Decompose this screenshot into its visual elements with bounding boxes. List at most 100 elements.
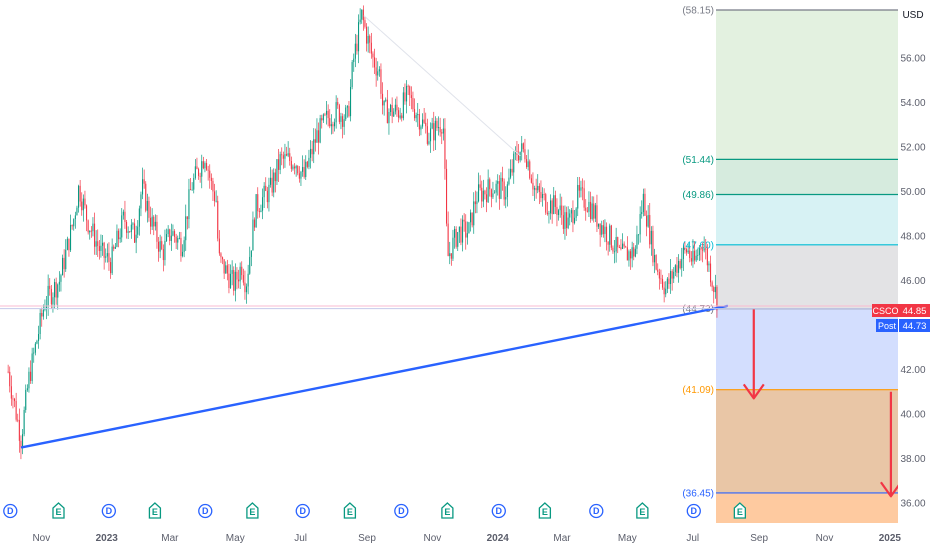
dividend-marker[interactable] bbox=[3, 503, 18, 519]
candle-body bbox=[546, 212, 548, 215]
candle-body bbox=[461, 219, 464, 243]
price-axis: 56.0054.0052.0050.0048.0046.0044.0042.00… bbox=[898, 0, 932, 550]
candle-body bbox=[577, 184, 579, 209]
candle-body bbox=[441, 132, 443, 134]
candle-body bbox=[196, 166, 198, 170]
price-tick-label: 38.00 bbox=[900, 454, 925, 465]
earnings-marker[interactable] bbox=[636, 502, 649, 519]
time-tick-label: Jul bbox=[294, 533, 307, 544]
candle-body bbox=[529, 161, 531, 179]
candle-body bbox=[100, 245, 102, 251]
trendline[interactable] bbox=[20, 304, 729, 449]
candle-body bbox=[9, 371, 11, 387]
candle-body bbox=[604, 226, 606, 235]
candle-body bbox=[458, 226, 460, 233]
candle-body bbox=[257, 194, 259, 212]
candle-body bbox=[149, 217, 152, 227]
dividend-letter: D bbox=[202, 506, 209, 516]
candle-body bbox=[660, 278, 662, 280]
candle-body bbox=[130, 224, 132, 233]
candle-body bbox=[159, 241, 161, 252]
candle-body bbox=[401, 115, 403, 119]
candle-body bbox=[548, 213, 550, 215]
candle-body bbox=[21, 434, 24, 448]
candle-body bbox=[617, 237, 619, 248]
earnings-letter: E bbox=[152, 507, 158, 517]
candle-body bbox=[52, 297, 54, 305]
earnings-marker[interactable] bbox=[52, 502, 65, 519]
candle-body bbox=[287, 153, 289, 156]
earnings-marker[interactable] bbox=[538, 502, 552, 519]
candle-body bbox=[148, 200, 150, 218]
candle-body bbox=[101, 242, 104, 246]
candle-body bbox=[268, 184, 270, 203]
earnings-letter: E bbox=[444, 507, 450, 517]
candle-body bbox=[125, 221, 128, 233]
candle-body bbox=[503, 181, 505, 200]
candle-body bbox=[633, 247, 635, 257]
candle-body bbox=[505, 197, 507, 200]
candle-body bbox=[290, 160, 292, 169]
dividend-marker[interactable] bbox=[491, 503, 506, 519]
candle-body bbox=[193, 177, 195, 190]
candle-body bbox=[457, 232, 459, 247]
candle-body bbox=[388, 112, 390, 124]
candle-body bbox=[209, 170, 211, 178]
earnings-marker[interactable] bbox=[733, 502, 747, 519]
candle-body bbox=[98, 246, 100, 251]
candle-body bbox=[636, 234, 638, 249]
candle-body bbox=[213, 191, 216, 202]
candle-body bbox=[567, 217, 569, 229]
candle-body bbox=[93, 223, 96, 247]
candle-body bbox=[92, 223, 94, 232]
candle-body bbox=[351, 62, 353, 88]
candle-body bbox=[609, 225, 611, 245]
candle-body bbox=[554, 195, 556, 207]
dividend-marker[interactable] bbox=[101, 503, 116, 519]
candle-body bbox=[506, 184, 508, 198]
candle-body bbox=[647, 215, 649, 227]
candle-body bbox=[685, 249, 688, 253]
candle-body bbox=[42, 309, 44, 317]
candle-body bbox=[65, 249, 67, 270]
dividend-marker[interactable] bbox=[198, 503, 213, 519]
candle-body bbox=[703, 248, 705, 251]
candle-body bbox=[693, 250, 696, 261]
candle-body bbox=[31, 353, 33, 381]
candle-body bbox=[521, 143, 523, 152]
candle-body bbox=[476, 201, 478, 205]
candle-body bbox=[141, 179, 144, 195]
candle-body bbox=[596, 205, 598, 227]
candle-body bbox=[66, 238, 68, 250]
candle-body bbox=[671, 271, 673, 279]
candle-body bbox=[305, 161, 307, 177]
earnings-marker[interactable] bbox=[148, 502, 162, 519]
dividend-marker[interactable] bbox=[295, 503, 310, 519]
dividend-marker[interactable] bbox=[686, 503, 701, 519]
candle-body bbox=[495, 183, 497, 193]
candle-body bbox=[97, 241, 99, 247]
candle-body bbox=[404, 92, 406, 102]
candle-body bbox=[599, 223, 601, 235]
candle-body bbox=[271, 177, 273, 193]
candle-body bbox=[137, 226, 139, 235]
candle-body bbox=[626, 247, 628, 261]
candle-body bbox=[316, 130, 318, 143]
fib-level-label: (49.86) bbox=[682, 190, 714, 201]
earnings-marker[interactable] bbox=[343, 502, 357, 519]
earnings-marker[interactable] bbox=[246, 502, 259, 519]
candle-body bbox=[201, 161, 203, 177]
candle-body bbox=[522, 143, 524, 150]
candle-body bbox=[689, 250, 691, 259]
candle-body bbox=[500, 177, 502, 199]
dividend-marker[interactable] bbox=[394, 503, 409, 519]
candle-body bbox=[204, 163, 206, 169]
candle-body bbox=[380, 69, 382, 94]
dividend-marker[interactable] bbox=[589, 503, 604, 519]
earnings-marker[interactable] bbox=[441, 502, 454, 519]
fib-level-label: (47.60) bbox=[682, 240, 714, 251]
candle-body bbox=[501, 177, 504, 182]
candle-body bbox=[183, 240, 185, 252]
candle-body bbox=[639, 214, 641, 235]
